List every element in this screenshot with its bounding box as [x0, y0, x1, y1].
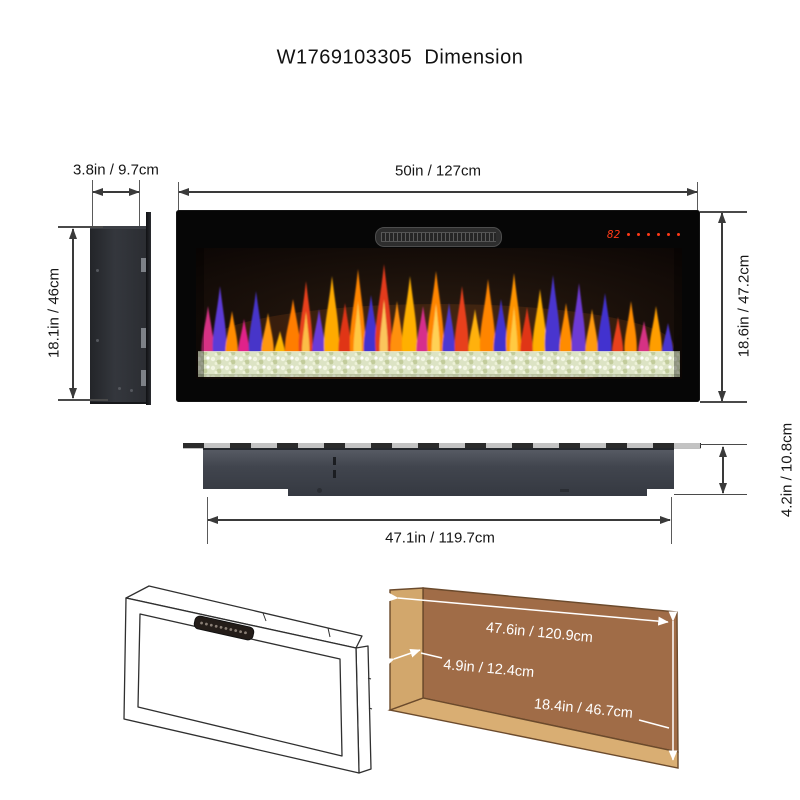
mount-tab — [141, 328, 146, 348]
touch-control-dot — [677, 233, 681, 236]
vent-grille — [381, 232, 496, 242]
led-display: 82 — [607, 228, 681, 241]
extension-line — [92, 180, 93, 227]
side-view-body — [90, 226, 146, 404]
depth-dimension-arrow — [722, 447, 724, 493]
extension-line — [671, 497, 672, 544]
recess-side-wall — [389, 587, 424, 711]
recess-view: 47.6in / 120.9cm 4.9in / 12.4cm 18.4in /… — [386, 587, 679, 769]
extension-line — [139, 180, 140, 227]
recess-dimension-arrows — [386, 592, 678, 761]
crystal-bed — [198, 352, 680, 377]
touch-control-dot — [647, 233, 651, 236]
sketch-view — [123, 585, 373, 774]
sketch-vent-grille — [193, 615, 255, 641]
side-view-flange — [146, 212, 151, 405]
top-view-flange — [183, 443, 701, 448]
extension-line — [674, 494, 747, 495]
front-width-label: 50in / 127cm — [395, 162, 481, 180]
flame-window — [196, 248, 682, 379]
extension-line — [697, 182, 698, 210]
height-dimension-arrow — [721, 213, 723, 401]
dimension-tick — [58, 226, 103, 228]
dimension-tick — [58, 399, 108, 401]
touch-control-dot — [657, 233, 661, 236]
width-dimension-arrow — [208, 519, 670, 521]
depth-dimension-arrow — [93, 191, 139, 193]
top-width-label: 47.1in / 119.7cm — [385, 529, 495, 547]
width-dimension-arrow — [179, 191, 697, 193]
touch-control-dot — [637, 233, 641, 236]
sketch-window-outline — [137, 613, 343, 757]
side-depth-label: 3.8in / 9.7cm — [73, 161, 159, 179]
extension-line — [700, 444, 747, 445]
mount-tab — [141, 370, 146, 386]
recess-depth-label: 4.9in / 12.4cm — [443, 657, 535, 681]
temperature-readout: 82 — [607, 228, 621, 241]
top-view-body — [203, 448, 674, 496]
fireplace-front-panel: 82 — [176, 210, 700, 402]
heater-vent — [375, 227, 502, 247]
touch-control-dot — [667, 233, 671, 236]
touch-control-dot — [627, 233, 631, 236]
page-title: W1769103305 Dimension — [276, 46, 524, 69]
height-dimension-arrow — [72, 229, 74, 398]
extension-line — [178, 182, 179, 210]
mount-tab — [141, 258, 146, 272]
